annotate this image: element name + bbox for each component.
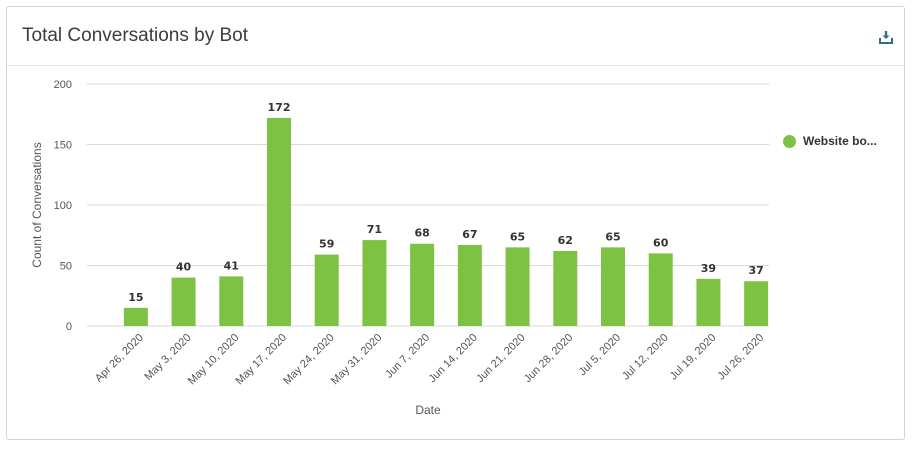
x-tick-label: Jun 7, 2020 bbox=[383, 332, 432, 381]
bar bbox=[267, 117, 291, 326]
chart-title: Total Conversations by Bot bbox=[22, 25, 249, 46]
x-tick-label: Jul 26, 2020 bbox=[715, 332, 766, 383]
bar bbox=[505, 247, 530, 326]
x-axis-title: Date bbox=[415, 403, 441, 417]
data-label: 172 bbox=[268, 101, 291, 114]
bar bbox=[601, 247, 625, 326]
card-header: Total Conversations by Bot bbox=[7, 7, 904, 66]
x-tick-label: Jun 28, 2020 bbox=[522, 332, 575, 385]
y-tick-label: 0 bbox=[66, 321, 72, 333]
bar bbox=[219, 276, 244, 326]
bar bbox=[744, 281, 769, 326]
bar bbox=[648, 253, 673, 326]
bar bbox=[457, 244, 482, 326]
bar bbox=[410, 243, 435, 326]
legend-label: Website bo... bbox=[803, 134, 877, 148]
y-tick-label: 200 bbox=[54, 79, 72, 91]
bar bbox=[553, 250, 578, 326]
data-label: 62 bbox=[558, 234, 573, 247]
data-label: 40 bbox=[176, 261, 192, 274]
data-label: 37 bbox=[748, 264, 763, 277]
legend-swatch bbox=[783, 134, 796, 148]
data-label: 59 bbox=[319, 238, 334, 251]
data-label: 65 bbox=[605, 230, 620, 243]
data-label: 65 bbox=[510, 230, 525, 243]
x-tick-label: May 31, 2020 bbox=[329, 332, 385, 388]
x-tick-label: Jun 14, 2020 bbox=[427, 332, 480, 385]
bar bbox=[314, 254, 339, 326]
x-tick-label: Apr 26, 2020 bbox=[93, 332, 146, 385]
x-tick-label: May 3, 2020 bbox=[142, 332, 193, 383]
data-label: 15 bbox=[128, 291, 143, 304]
data-label: 60 bbox=[653, 236, 669, 249]
download-icon[interactable] bbox=[878, 29, 894, 45]
x-tick-label: Jul 12, 2020 bbox=[620, 332, 671, 383]
bar bbox=[171, 277, 196, 326]
data-label: 71 bbox=[367, 223, 382, 236]
y-tick-label: 50 bbox=[60, 261, 72, 273]
chart-card: Total Conversations by Bot bbox=[6, 6, 905, 440]
x-tick-label: Jul 5, 2020 bbox=[577, 332, 624, 379]
data-label: 39 bbox=[701, 262, 716, 275]
legend-item-website-bot[interactable]: Website bo... bbox=[783, 134, 877, 148]
x-tick-label: Jul 19, 2020 bbox=[668, 332, 719, 383]
y-axis-title: Count of Conversations bbox=[30, 142, 44, 267]
x-tick-label: Jun 21, 2020 bbox=[474, 332, 527, 385]
data-label: 67 bbox=[462, 228, 477, 241]
data-label: 41 bbox=[224, 259, 239, 272]
bar bbox=[123, 307, 148, 326]
bar bbox=[362, 240, 387, 326]
data-label: 68 bbox=[414, 227, 429, 240]
y-tick-label: 150 bbox=[54, 140, 72, 152]
y-tick-label: 100 bbox=[54, 200, 72, 212]
bar bbox=[696, 278, 721, 326]
